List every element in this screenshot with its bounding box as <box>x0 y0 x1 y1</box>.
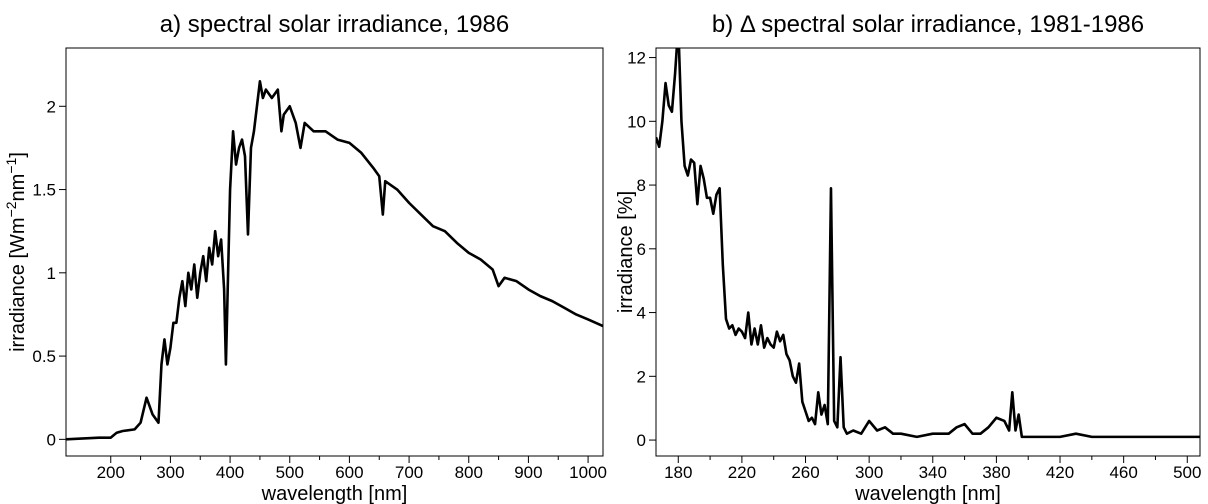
y-tick-label: 0.5 <box>32 347 56 366</box>
x-tick-label: 1000 <box>569 463 607 482</box>
x-tick-label: 500 <box>276 463 304 482</box>
x-tick-label: 700 <box>395 463 423 482</box>
spectrum-line <box>656 48 1200 439</box>
y-axis-label-part: −1 <box>3 157 19 173</box>
y-tick-label: 12 <box>627 49 646 68</box>
y-axis-label: irradiance [Wm−2nm−1] <box>3 152 29 352</box>
panel: 200 300 400 500 600 700 800 900 1000 0 0.5 1 1.5 2 a) … <box>3 11 607 504</box>
y-axis-label-part: irradiance [%] <box>615 191 637 313</box>
x-tick-label: 340 <box>919 463 947 482</box>
y-tick-label: 0 <box>47 430 56 449</box>
x-tick-label: 300 <box>156 463 184 482</box>
y-tick-label: 8 <box>637 176 646 195</box>
y-tick-label: 1 <box>47 264 56 283</box>
x-tick-label: 180 <box>664 463 692 482</box>
x-tick-label: 260 <box>791 463 819 482</box>
x-tick-label: 300 <box>855 463 883 482</box>
x-tick-label: 400 <box>216 463 244 482</box>
y-tick-label: 6 <box>637 240 646 259</box>
plot-frame <box>65 47 604 457</box>
chart-title: a) spectral solar irradiance, 1986 <box>160 11 510 38</box>
y-tick-label: 0 <box>637 431 646 450</box>
y-axis-label: irradiance [%] <box>615 191 637 313</box>
y-axis-label-part: −2 <box>3 201 19 217</box>
chart-title: b) Δ spectral solar irradiance, 1981-198… <box>712 11 1144 38</box>
x-tick-label: 900 <box>514 463 542 482</box>
x-tick-label: 600 <box>335 463 363 482</box>
plot-frame <box>655 47 1201 457</box>
x-tick-label: 220 <box>728 463 756 482</box>
y-axis-label-part: nm <box>7 174 29 202</box>
y-tick-label: 2 <box>47 97 56 116</box>
x-axis-label: wavelength [nm] <box>854 483 1001 504</box>
x-tick-label: 800 <box>455 463 483 482</box>
x-tick-label: 420 <box>1046 463 1074 482</box>
spectrum-line <box>66 80 603 441</box>
x-axis-label: wavelength [nm] <box>261 483 408 504</box>
panel: 180 220 260 300 340 380 420 460 500 0 2 4 6 8 10 12 b) Δ… <box>615 11 1201 504</box>
y-axis-label-part: ] <box>7 152 29 158</box>
x-tick-label: 460 <box>1109 463 1137 482</box>
y-tick-label: 4 <box>637 304 646 323</box>
x-tick-label: 200 <box>97 463 125 482</box>
x-tick-label: 500 <box>1173 463 1201 482</box>
y-tick-label: 1.5 <box>32 181 56 200</box>
x-tick-label: 380 <box>982 463 1010 482</box>
y-tick-label: 2 <box>637 367 646 386</box>
y-axis-label-part: irradiance [Wm <box>7 217 29 351</box>
y-tick-label: 10 <box>627 112 646 131</box>
